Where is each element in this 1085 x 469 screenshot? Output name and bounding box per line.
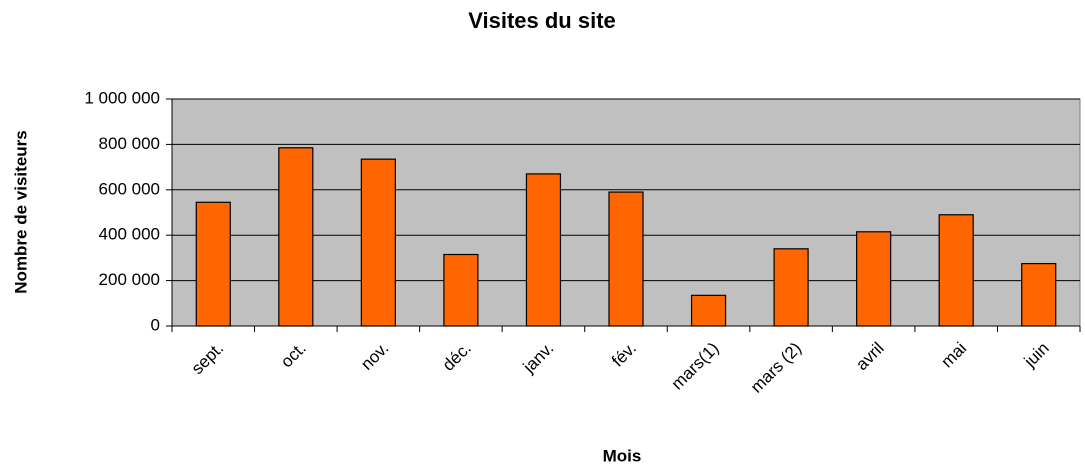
y-tick-label: 800 000: [99, 134, 160, 153]
y-tick-label: 600 000: [99, 179, 160, 198]
x-axis-label: Mois: [603, 446, 642, 465]
bar: [360, 158, 396, 327]
bar: [1021, 262, 1057, 327]
x-tick-label: avril: [852, 339, 887, 374]
bar: [608, 191, 644, 327]
x-tick-label: nov.: [357, 339, 392, 374]
x-tick-label: mars (2): [747, 339, 805, 397]
x-tick-label: mars(1): [668, 339, 723, 394]
x-tick-label: janv.: [519, 339, 558, 378]
x-tick-label: sept.: [188, 339, 227, 378]
y-tick-label: 0: [151, 315, 160, 334]
bar: [525, 173, 562, 327]
bar: [690, 294, 727, 327]
bar: [195, 201, 231, 327]
y-tick-label: 1 000 000: [84, 88, 160, 107]
x-tick-label: fév.: [608, 339, 640, 371]
chart-title: Visites du site: [468, 8, 616, 33]
y-tick-label: 200 000: [99, 270, 160, 289]
bar: [856, 231, 892, 327]
y-axis-label: Nombre de visiteurs: [11, 130, 30, 293]
bar: [773, 248, 809, 327]
x-tick-label: déc.: [439, 339, 475, 375]
bar: [938, 214, 974, 327]
x-tick-label: mai: [937, 339, 970, 372]
x-tick-label: oct.: [277, 339, 310, 372]
bar: [443, 253, 479, 327]
x-tick-label: juin: [1020, 339, 1053, 372]
bar: [278, 147, 314, 327]
y-tick-label: 400 000: [99, 225, 160, 244]
